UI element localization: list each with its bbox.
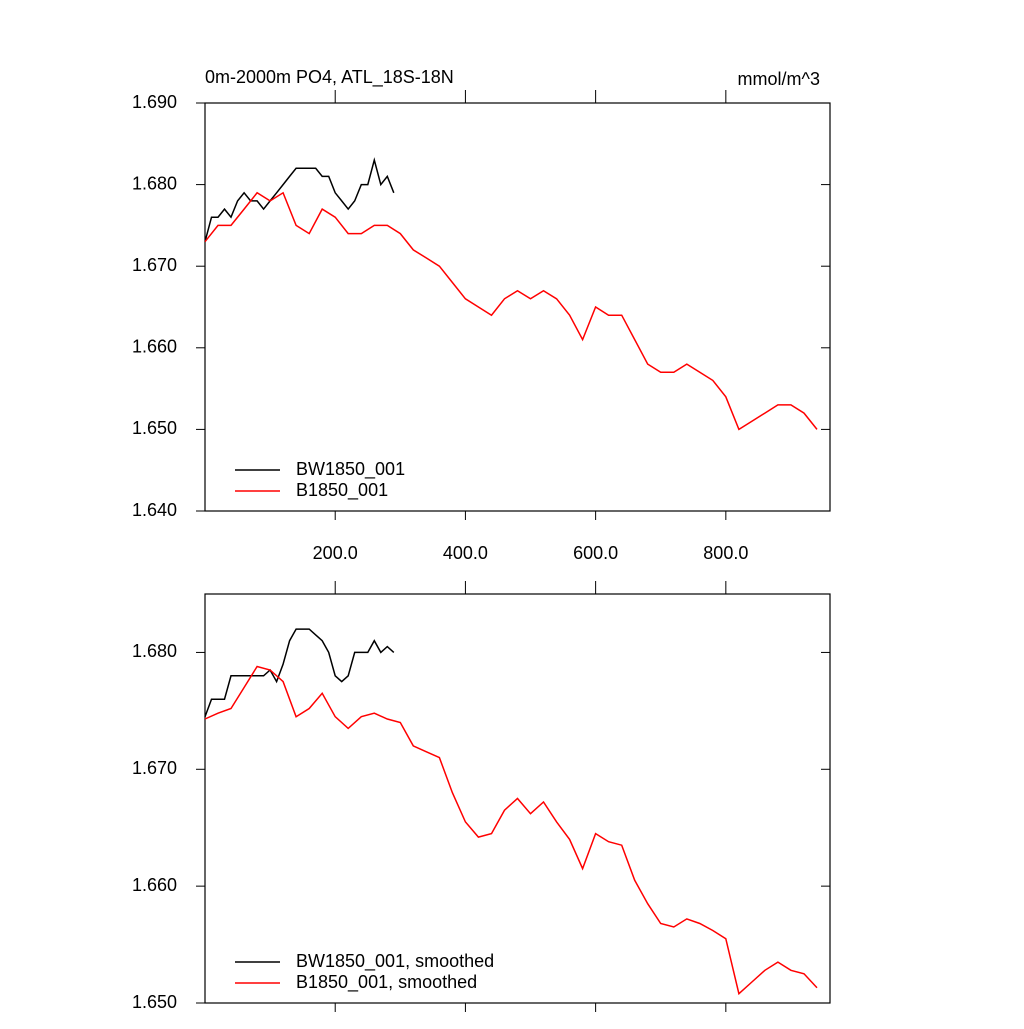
units-label: mmol/m^3: [738, 69, 820, 89]
y-tick-label: 1.650: [132, 992, 177, 1012]
x-tick-label: 400.0: [443, 543, 488, 563]
x-tick-label: 800.0: [703, 543, 748, 563]
y-tick-label: 1.670: [132, 255, 177, 275]
y-tick-label: 1.680: [132, 641, 177, 661]
legend-label: B1850_001: [296, 480, 388, 501]
data-line: [204, 191, 818, 431]
data-line: [204, 157, 395, 242]
x-tick-label: 600.0: [573, 543, 618, 563]
y-tick-label: 1.690: [132, 92, 177, 112]
y-tick-label: 1.650: [132, 418, 177, 438]
data-line: [204, 628, 395, 717]
y-tick-label: 1.660: [132, 875, 177, 895]
legend-label: BW1850_001: [296, 459, 405, 480]
legend-label: B1850_001, smoothed: [296, 972, 477, 993]
data-line: [204, 665, 818, 996]
chart-title: 0m-2000m PO4, ATL_18S-18N: [205, 67, 454, 88]
plot-frame: [204, 593, 831, 1004]
y-tick-label: 1.660: [132, 337, 177, 357]
y-tick-label: 1.670: [132, 758, 177, 778]
plot-frame: [204, 102, 831, 512]
y-tick-label: 1.680: [132, 173, 177, 193]
x-tick-label: 200.0: [313, 543, 358, 563]
legend-label: BW1850_001, smoothed: [296, 951, 494, 972]
y-tick-label: 1.640: [132, 500, 177, 520]
